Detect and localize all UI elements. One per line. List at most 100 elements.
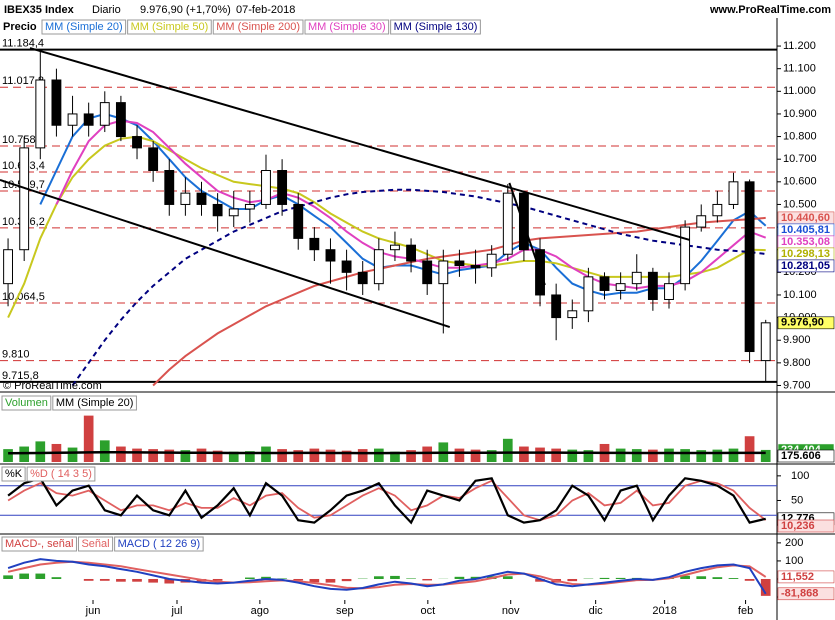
value-tag-label: 10.405,81 bbox=[781, 224, 830, 236]
trend-line bbox=[0, 179, 451, 329]
volume-bar bbox=[277, 449, 287, 462]
candle-body bbox=[19, 147, 30, 251]
histogram-bar bbox=[83, 578, 94, 581]
candle-body bbox=[357, 271, 368, 285]
volume-bar bbox=[551, 448, 561, 462]
legend-label: MM (Simple 50) bbox=[131, 21, 209, 33]
value-tag-label: -81,868 bbox=[781, 588, 818, 600]
y-tick-label: 10.700 bbox=[783, 153, 817, 165]
histogram-bar bbox=[132, 578, 142, 582]
volume-bar bbox=[583, 450, 594, 462]
value-tag bbox=[777, 449, 835, 463]
level-label: 9.715,8 bbox=[2, 370, 39, 382]
legend-box bbox=[390, 19, 481, 35]
histogram-bar bbox=[148, 578, 158, 583]
y-tick-label: 11.100 bbox=[783, 63, 816, 75]
candle-body bbox=[470, 265, 481, 269]
y-tick-label: 100 bbox=[785, 555, 803, 567]
candle-body bbox=[390, 244, 400, 251]
candle-body bbox=[228, 208, 239, 217]
candle-body bbox=[115, 102, 126, 138]
candle-body bbox=[51, 79, 62, 126]
histogram-bar bbox=[245, 577, 255, 579]
legend-box bbox=[26, 466, 96, 482]
volume-bar bbox=[502, 438, 513, 462]
x-tick-label: jul bbox=[170, 605, 182, 617]
candle-body bbox=[341, 260, 352, 273]
legend-box bbox=[41, 19, 127, 35]
value-tag-label: 11,552 bbox=[781, 571, 814, 583]
value-tag-label: 9.976,90 bbox=[781, 317, 824, 329]
legend-label: Volumen bbox=[5, 397, 48, 409]
candle-body bbox=[148, 147, 159, 172]
histogram-bar bbox=[615, 577, 626, 579]
x-tick-label: feb bbox=[738, 605, 753, 617]
volume-bar bbox=[712, 449, 723, 462]
legend-box bbox=[304, 19, 390, 35]
candle-body bbox=[454, 260, 465, 267]
volume-bar bbox=[148, 449, 158, 462]
volume-bar bbox=[519, 446, 529, 462]
candle-body bbox=[83, 113, 94, 126]
panel-title: Precio bbox=[3, 21, 37, 33]
candle-body bbox=[309, 237, 320, 251]
volume-bar bbox=[35, 441, 46, 462]
legend-label: MM (Simple 30) bbox=[308, 21, 386, 33]
value-tag bbox=[777, 316, 835, 330]
legend-label: MM (Simple 20) bbox=[56, 397, 134, 409]
y-tick-label: 9.900 bbox=[783, 334, 811, 346]
x-tick-label: 2018 bbox=[652, 605, 676, 617]
value-tag-label: 175.606 bbox=[781, 450, 821, 462]
volume-bar bbox=[228, 451, 239, 462]
histogram-bar bbox=[341, 578, 352, 582]
histogram-bar bbox=[373, 576, 384, 579]
level-label: 10.758,2 bbox=[2, 134, 45, 146]
series-line bbox=[8, 450, 766, 455]
candle-body bbox=[164, 170, 175, 205]
y-tick-label: 200 bbox=[785, 537, 803, 549]
legend-box bbox=[1, 536, 77, 552]
legend-box bbox=[127, 19, 212, 35]
histogram-bar bbox=[164, 578, 175, 584]
y-tick-label: 10.500 bbox=[783, 198, 817, 210]
candle-body bbox=[406, 244, 417, 262]
histogram-bar bbox=[3, 575, 13, 579]
histogram-bar bbox=[760, 578, 771, 596]
histogram-bar bbox=[309, 578, 320, 583]
candle-body bbox=[631, 271, 642, 285]
candle-body bbox=[502, 192, 513, 255]
candle-body bbox=[615, 283, 626, 291]
volume-bar bbox=[680, 449, 690, 462]
candle-body bbox=[712, 203, 723, 217]
candle-body bbox=[744, 181, 755, 353]
value-tag-label: 10.281,05 bbox=[781, 260, 830, 272]
volume-bar bbox=[744, 436, 755, 462]
candle-body bbox=[244, 203, 255, 210]
candle-body bbox=[567, 310, 578, 319]
candle-body bbox=[99, 102, 110, 126]
legend-label: MM (Simple 200) bbox=[216, 21, 300, 33]
histogram-bar bbox=[293, 578, 304, 581]
volume-bar bbox=[357, 449, 368, 462]
value-tag bbox=[777, 587, 835, 601]
candle-body bbox=[760, 322, 771, 362]
value-tag bbox=[777, 519, 835, 533]
volume-bar bbox=[631, 449, 642, 462]
histogram-bar bbox=[261, 576, 271, 579]
candle-body bbox=[180, 192, 191, 205]
histogram-bar bbox=[422, 578, 433, 581]
volume-bar bbox=[728, 448, 739, 462]
legend-box bbox=[52, 395, 137, 411]
candle-body bbox=[67, 113, 78, 126]
watermark: © ProRealTime.com bbox=[3, 380, 102, 392]
volume-bar bbox=[648, 449, 658, 462]
y-tick-label: 10.900 bbox=[783, 108, 817, 120]
legend-box bbox=[212, 19, 304, 35]
x-tick-label: sep bbox=[336, 605, 354, 617]
histogram-bar bbox=[51, 577, 62, 579]
histogram-bar bbox=[277, 578, 287, 579]
histogram-bar bbox=[390, 575, 400, 579]
volume-bar bbox=[422, 446, 433, 462]
candle-body bbox=[664, 283, 674, 300]
